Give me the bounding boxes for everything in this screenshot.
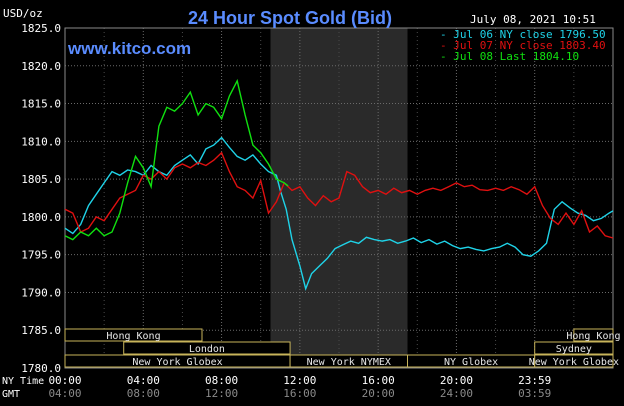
x-tick-label-gmt: 03:59 <box>518 387 551 400</box>
chart-title: 24 Hour Spot Gold (Bid) <box>188 8 392 28</box>
session-box <box>123 341 291 355</box>
site-watermark: www.kitco.com <box>67 39 191 58</box>
y-tick-label: 1810.0 <box>21 135 61 148</box>
session-label: Sydney <box>556 344 592 355</box>
session-box <box>534 354 614 368</box>
x-tick-label-ny: 08:00 <box>205 374 238 387</box>
legend-entry-2: - Jul 07 NY close 1803.40 <box>440 39 606 52</box>
series-line-3 <box>64 78 289 241</box>
ny-time-label: NY Time <box>2 376 44 387</box>
y-tick-label: 1800.0 <box>21 211 61 224</box>
grid-lines <box>64 27 614 369</box>
y-tick-label: 1785.0 <box>21 324 61 337</box>
x-tick-label-ny: 23:59 <box>518 374 551 387</box>
x-axis-ticks: 00:00 04:00 08:00 12:00 16:00 20:00 23:5904:00… <box>48 374 551 400</box>
x-tick-label-ny: 04:00 <box>127 374 160 387</box>
session-box <box>64 328 203 342</box>
session-label: Hong Kong <box>106 331 160 342</box>
plot-frame <box>64 27 614 369</box>
y-tick-label: 1820.0 <box>21 60 61 73</box>
x-tick-label-gmt: 16:00 <box>283 387 316 400</box>
x-tick-label-gmt: 04:00 <box>48 387 81 400</box>
y-tick-label: 1790.0 <box>21 286 61 299</box>
series-layer <box>64 78 614 291</box>
y-tick-label: 1780.0 <box>21 362 61 375</box>
y-tick-label: 1805.0 <box>21 173 61 186</box>
y-tick-label: 1825.0 <box>21 22 61 35</box>
x-tick-label-ny: 00:00 <box>48 374 81 387</box>
x-tick-label-ny: 20:00 <box>440 374 473 387</box>
x-tick-label-gmt: 08:00 <box>127 387 160 400</box>
x-tick-label-gmt: 24:00 <box>440 387 473 400</box>
x-tick-label-ny: 12:00 <box>283 374 316 387</box>
session-label: New York Globex <box>132 357 222 368</box>
x-tick-label-gmt: 20:00 <box>362 387 395 400</box>
y-tick-label: 1815.0 <box>21 98 61 111</box>
session-label: London <box>189 344 225 355</box>
unit-label: USD/oz <box>3 7 43 20</box>
y-axis-ticks: 1825.0 1820.0 1815.0 1810.0 1805.0 1800.0 1795… <box>21 22 61 375</box>
session-label: NY Globex <box>444 357 498 368</box>
y-tick-label: 1795.0 <box>21 249 61 262</box>
session-label: Hong Kong <box>566 331 620 342</box>
legend-entry-1: - Jul 06 NY close 1796.50 <box>440 28 606 41</box>
session-label: New York NYMEX <box>307 357 391 368</box>
legend: - Jul 06 NY close 1796.50- Jul 07 NY clo… <box>440 28 606 63</box>
session-box <box>534 341 614 355</box>
market-sessions: Hong Kong London New York Globex New York N… <box>64 328 621 368</box>
series-line-2 <box>64 151 614 239</box>
date-time-label: July 08, 2021 10:51 <box>470 13 596 26</box>
x-tick-label-ny: 16:00 <box>362 374 395 387</box>
legend-entry-3: - Jul 08 Last 1804.10 <box>440 50 579 63</box>
session-label: New York Globex <box>529 357 619 368</box>
gmt-label: GMT <box>2 389 20 400</box>
x-tick-label-gmt: 12:00 <box>205 387 238 400</box>
session-box <box>573 328 614 342</box>
